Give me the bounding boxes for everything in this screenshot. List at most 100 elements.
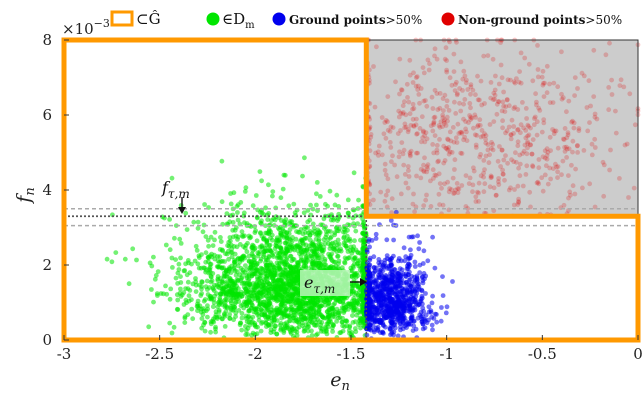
data-point [238, 200, 244, 205]
data-point [221, 286, 227, 291]
data-point [375, 327, 381, 332]
data-point [555, 175, 560, 181]
data-point [505, 160, 510, 166]
data-point [298, 311, 303, 317]
y-multiplier: ×10−3 [62, 17, 110, 38]
data-point [290, 271, 296, 276]
data-point [259, 210, 265, 216]
data-point [410, 234, 416, 240]
data-point [376, 269, 382, 275]
data-point [411, 70, 416, 76]
data-point [151, 254, 156, 260]
data-point [456, 186, 462, 192]
data-point [434, 56, 440, 62]
data-point [292, 277, 298, 282]
data-point [309, 333, 315, 338]
data-point [402, 121, 408, 127]
data-point [401, 162, 407, 168]
data-point [462, 97, 468, 102]
data-point [591, 94, 597, 99]
data-point [511, 124, 517, 129]
data-point [447, 186, 452, 192]
data-point [203, 250, 209, 256]
data-point [353, 228, 359, 234]
data-point [379, 115, 385, 120]
data-point [444, 114, 450, 120]
data-point [220, 291, 226, 297]
data-point [308, 310, 313, 315]
data-point [407, 304, 412, 309]
data-point [399, 140, 405, 146]
data-point [293, 315, 299, 321]
data-point [333, 225, 339, 231]
data-point [228, 238, 233, 244]
data-point [440, 202, 446, 208]
data-point [481, 174, 486, 180]
data-point [278, 195, 284, 201]
data-point [603, 52, 609, 58]
data-point [500, 99, 506, 105]
data-point [471, 165, 476, 171]
data-point [482, 181, 488, 187]
data-point [489, 140, 494, 145]
data-point [461, 116, 466, 122]
data-point [533, 91, 538, 97]
data-point [528, 142, 533, 148]
data-point [442, 92, 448, 98]
data-point [412, 209, 417, 215]
data-point [254, 261, 260, 266]
data-point [326, 307, 332, 313]
data-point [134, 257, 139, 263]
data-point [182, 320, 188, 325]
data-point [412, 259, 418, 265]
data-point [399, 87, 405, 93]
data-point [417, 240, 422, 245]
data-point [393, 285, 399, 291]
data-point [587, 120, 592, 125]
data-point [542, 155, 548, 161]
data-point [274, 290, 280, 296]
data-point [403, 112, 409, 118]
data-point [371, 197, 376, 203]
data-point [417, 270, 423, 275]
data-point [334, 192, 340, 198]
data-point [405, 129, 411, 135]
data-point [368, 275, 374, 280]
data-point [418, 166, 424, 172]
data-point [273, 205, 279, 211]
data-point [213, 324, 218, 330]
data-point [278, 279, 284, 284]
data-point [234, 204, 240, 209]
data-point [239, 311, 245, 316]
data-point [368, 327, 374, 333]
data-point [375, 296, 381, 302]
data-point [515, 143, 521, 149]
data-point [335, 253, 341, 259]
data-point [445, 179, 450, 185]
y-tick-label: 4 [42, 181, 52, 199]
data-point [378, 303, 384, 308]
data-point [371, 304, 377, 310]
data-point [239, 327, 245, 333]
data-point [295, 297, 301, 303]
data-point [317, 244, 323, 250]
data-point [265, 314, 271, 320]
data-point [167, 247, 173, 253]
data-point [488, 175, 494, 181]
data-point [227, 312, 233, 317]
data-point [421, 203, 427, 209]
data-point [455, 121, 461, 127]
data-point [291, 257, 297, 262]
data-point [416, 281, 421, 287]
data-point [451, 69, 457, 74]
data-point [211, 319, 217, 325]
data-point [300, 317, 306, 322]
data-point [447, 149, 453, 155]
data-point [501, 157, 507, 163]
data-point [575, 86, 580, 91]
data-point [254, 331, 260, 337]
data-point [429, 322, 435, 328]
data-point [617, 83, 623, 88]
data-point [360, 261, 366, 267]
x-tick-label: -1.5 [337, 345, 366, 363]
